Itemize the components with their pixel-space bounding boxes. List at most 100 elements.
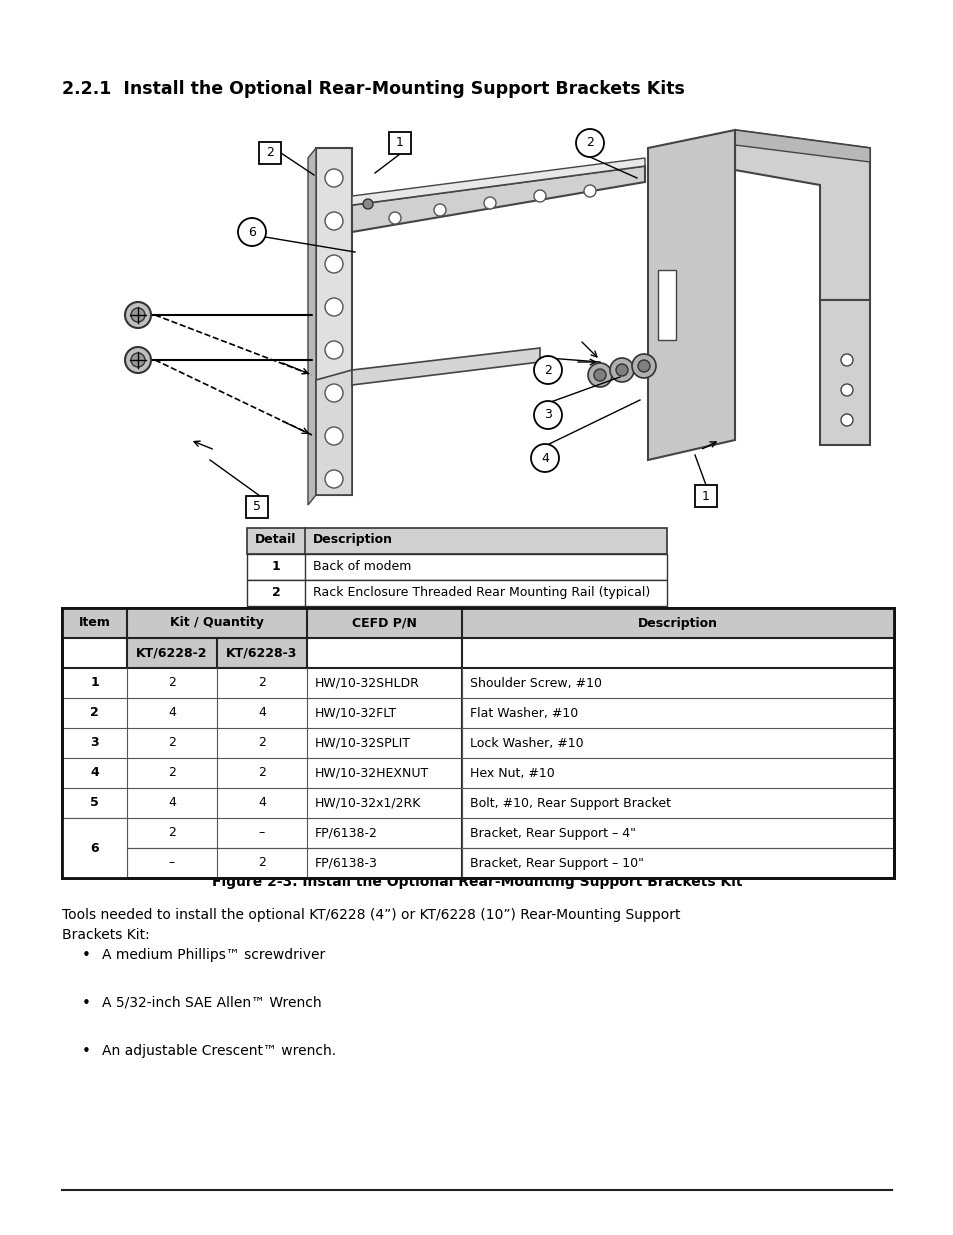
Text: HW/10-32SPLIT: HW/10-32SPLIT <box>314 736 411 750</box>
Circle shape <box>534 401 561 429</box>
Text: 4: 4 <box>258 706 266 720</box>
Circle shape <box>325 427 343 445</box>
Text: 4: 4 <box>90 767 99 779</box>
Bar <box>62 608 893 878</box>
Text: Bolt, #10, Rear Support Bracket: Bolt, #10, Rear Support Bracket <box>470 797 670 809</box>
Text: 3: 3 <box>91 736 99 750</box>
Text: A medium Phillips™ screwdriver: A medium Phillips™ screwdriver <box>102 948 325 962</box>
Text: Item: Item <box>78 616 111 630</box>
Text: 2: 2 <box>168 826 175 840</box>
Circle shape <box>609 358 634 382</box>
Text: 4: 4 <box>168 706 175 720</box>
Text: CEFD P/N: CEFD P/N <box>352 616 416 630</box>
Text: HW/10-32x1/2RK: HW/10-32x1/2RK <box>314 797 421 809</box>
Text: •: • <box>82 948 91 963</box>
Circle shape <box>325 169 343 186</box>
Text: 1: 1 <box>395 137 403 149</box>
Text: Lock Washer, #10: Lock Washer, #10 <box>470 736 583 750</box>
Text: 4: 4 <box>540 452 548 464</box>
Circle shape <box>531 445 558 472</box>
Text: Flat Washer, #10: Flat Washer, #10 <box>470 706 578 720</box>
Circle shape <box>325 341 343 359</box>
Circle shape <box>325 471 343 488</box>
Text: 1: 1 <box>701 489 709 503</box>
Circle shape <box>841 354 852 366</box>
Circle shape <box>534 190 545 203</box>
Circle shape <box>594 369 605 382</box>
Bar <box>62 608 893 638</box>
Bar <box>389 132 411 154</box>
Polygon shape <box>734 130 869 300</box>
Text: Figure 2-3. Install the Optional Rear-Mounting Support Brackets Kit: Figure 2-3. Install the Optional Rear-Mo… <box>212 876 741 889</box>
Text: –: – <box>258 826 265 840</box>
Text: KT/6228-3: KT/6228-3 <box>226 646 297 659</box>
Polygon shape <box>734 130 869 162</box>
Polygon shape <box>647 130 734 459</box>
Text: Rack Enclosure Threaded Rear Mounting Rail (typical): Rack Enclosure Threaded Rear Mounting Ra… <box>313 585 650 599</box>
Text: 2: 2 <box>258 857 266 869</box>
Circle shape <box>841 384 852 396</box>
Text: 2.2.1  Install the Optional Rear-Mounting Support Brackets Kits: 2.2.1 Install the Optional Rear-Mounting… <box>62 80 684 98</box>
Text: Shoulder Screw, #10: Shoulder Screw, #10 <box>470 677 601 689</box>
Circle shape <box>616 364 627 375</box>
Bar <box>258 142 281 164</box>
Text: A 5/32-inch SAE Allen™ Wrench: A 5/32-inch SAE Allen™ Wrench <box>102 995 321 1010</box>
Text: 6: 6 <box>248 226 255 238</box>
Text: Brackets Kit:: Brackets Kit: <box>62 927 150 942</box>
Circle shape <box>131 308 145 322</box>
Text: Tools needed to install the optional KT/6228 (4”) or KT/6228 (10”) Rear-Mounting: Tools needed to install the optional KT/… <box>62 908 679 923</box>
Circle shape <box>325 298 343 316</box>
Polygon shape <box>308 148 315 505</box>
Text: 2: 2 <box>258 677 266 689</box>
Text: 2: 2 <box>543 363 552 377</box>
Polygon shape <box>315 370 352 495</box>
Text: 4: 4 <box>168 797 175 809</box>
Text: KT/6228-2: KT/6228-2 <box>136 646 208 659</box>
Text: 2: 2 <box>585 137 594 149</box>
Text: 1: 1 <box>272 559 280 573</box>
Polygon shape <box>820 300 869 445</box>
Circle shape <box>583 185 596 198</box>
Bar <box>247 555 666 580</box>
Circle shape <box>576 128 603 157</box>
Text: HW/10-32HEXNUT: HW/10-32HEXNUT <box>314 767 429 779</box>
Text: Description: Description <box>638 616 718 630</box>
Text: 2: 2 <box>168 736 175 750</box>
Circle shape <box>325 254 343 273</box>
Polygon shape <box>352 165 644 232</box>
Text: 2: 2 <box>266 147 274 159</box>
Circle shape <box>131 353 145 367</box>
Bar <box>695 485 717 508</box>
Bar <box>247 580 666 606</box>
Text: 2: 2 <box>168 677 175 689</box>
Text: Description: Description <box>313 534 393 546</box>
Bar <box>658 270 676 340</box>
Text: 4: 4 <box>258 797 266 809</box>
Bar <box>127 638 307 668</box>
Bar <box>62 818 127 878</box>
Circle shape <box>587 363 612 387</box>
Circle shape <box>237 219 266 246</box>
Text: 2: 2 <box>258 767 266 779</box>
Circle shape <box>325 384 343 403</box>
Text: An adjustable Crescent™ wrench.: An adjustable Crescent™ wrench. <box>102 1044 335 1058</box>
Text: •: • <box>82 1044 91 1058</box>
Text: 2: 2 <box>168 767 175 779</box>
Circle shape <box>389 212 400 224</box>
Circle shape <box>125 303 151 329</box>
Text: HW/10-32SHLDR: HW/10-32SHLDR <box>314 677 419 689</box>
Circle shape <box>534 356 561 384</box>
Text: 2: 2 <box>90 706 99 720</box>
Text: HW/10-32FLT: HW/10-32FLT <box>314 706 396 720</box>
Text: Kit / Quantity: Kit / Quantity <box>170 616 264 629</box>
Text: FP/6138-2: FP/6138-2 <box>314 826 377 840</box>
Text: •: • <box>82 995 91 1011</box>
Text: 6: 6 <box>91 841 99 855</box>
Circle shape <box>434 204 446 216</box>
Circle shape <box>125 347 151 373</box>
Text: 2: 2 <box>258 736 266 750</box>
Text: Hex Nut, #10: Hex Nut, #10 <box>470 767 554 779</box>
Text: Bracket, Rear Support – 4": Bracket, Rear Support – 4" <box>470 826 636 840</box>
Text: Back of modem: Back of modem <box>313 559 411 573</box>
Text: 3: 3 <box>543 409 552 421</box>
